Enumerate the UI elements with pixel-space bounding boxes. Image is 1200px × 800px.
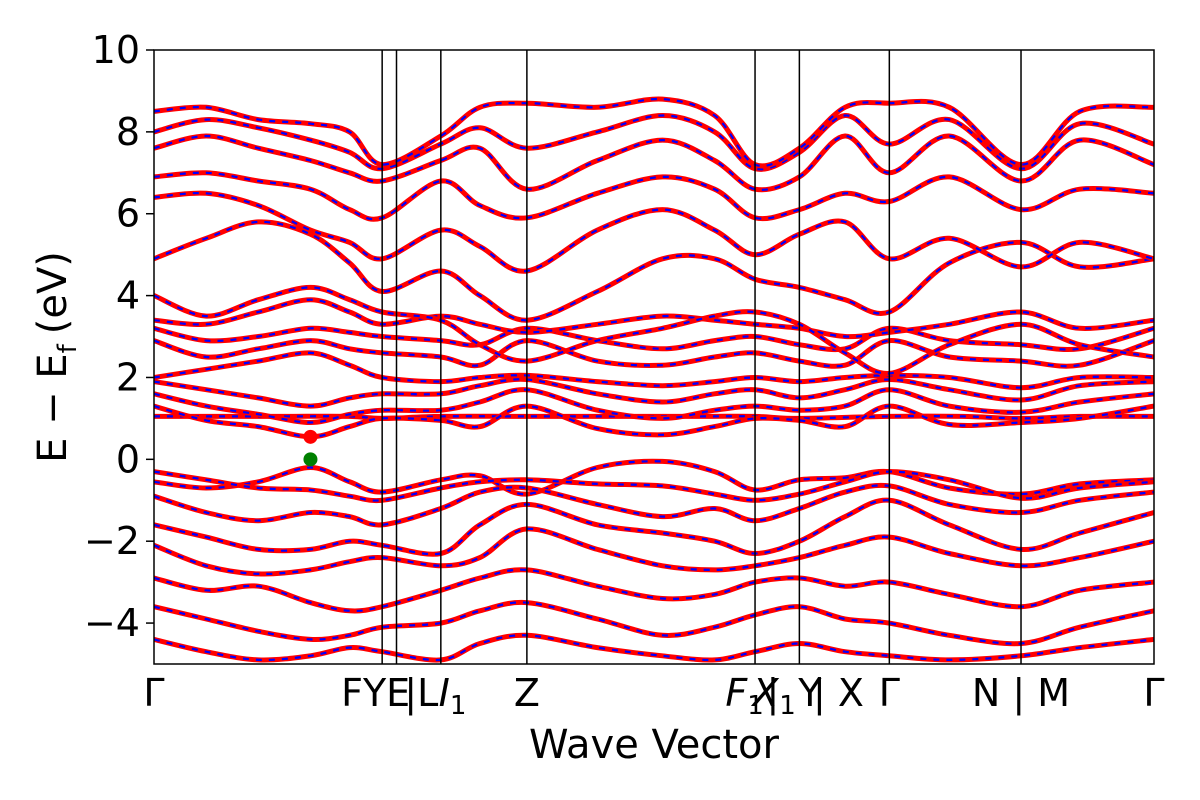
y-axis-title-unit: (eV) [30,251,76,334]
kpoint-label-5: F1 [725,671,763,721]
kpath-dividers [381,50,1022,664]
extrema-markers [303,429,318,467]
band-0-dashed [154,460,1154,496]
y-axis-title: E − Ef (eV) [30,251,83,463]
y-tick-label: 0 [116,437,140,481]
y-tick-label: 2 [116,355,140,399]
cbm-marker [303,429,318,444]
band-4-dashed [154,527,1154,576]
band-11-dashed [154,378,1154,408]
y-axis-ticks: −4 −2 0 2 4 6 8 10 [84,28,154,645]
x-axis-title: Wave Vector [529,722,780,768]
band-12-solid [154,350,1154,391]
band-15-dashed [154,298,1154,338]
band-9-dashed [154,404,1154,438]
band-5-solid [154,567,1154,614]
band-17-dashed [154,220,1154,322]
band-3-dashed [154,499,1154,556]
kpoint-label-6: X [750,671,779,715]
y-tick-label: 10 [92,28,140,72]
band-1-dashed [154,470,1154,502]
y-tick-label: −4 [84,601,140,645]
band-20-solid [154,133,1154,193]
band-13-dashed [154,339,1154,368]
kpoint-label-3: I1 [439,671,467,721]
band-21-dashed [154,114,1154,171]
band-18-dashed [154,191,1154,273]
kpoint-label-4: Z [514,671,540,715]
band-2-dashed [154,484,1154,527]
y-axis-title-main: E − E [30,353,76,463]
kpoint-labels: Γ FYE|L I1 Z F1X|1 Y| X Γ N | M Γ [143,671,1164,721]
kpoint-label-11: N | M [972,671,1070,716]
kpoint-label-12: Γ [1143,671,1164,715]
kpoint-label-7: |1 [766,671,795,721]
svg-text:E − Ef(eV): E − Ef (eV) [30,251,83,463]
y-axis-title-subscript: f [53,343,83,353]
kpoint-label-9: | X [813,671,864,716]
band-5-dashed [154,568,1154,613]
band-14-solid [154,325,1154,353]
band-16-dashed [154,286,1154,375]
kpoint-label-0: Γ [143,671,164,715]
band-19-dashed [154,171,1154,221]
band-10-solid [154,387,1154,425]
vbm-marker [303,452,318,467]
y-tick-label: −2 [84,519,140,563]
band-22-dashed [154,97,1154,167]
bands-layer [154,96,1154,663]
band-17-solid [154,219,1154,323]
kpoint-label-2: |L [404,671,438,716]
plot-frame [153,49,1155,665]
y-tick-label: 4 [116,274,140,318]
kpoint-label-8: Y [797,671,822,715]
band-6-solid [154,599,1154,647]
kpoint-label-1: FYE [341,671,410,715]
band-7-dashed [154,634,1154,662]
y-tick-label: 6 [116,192,140,236]
kpoint-label-10: Γ [879,671,900,715]
y-tick-label: 8 [116,110,140,154]
